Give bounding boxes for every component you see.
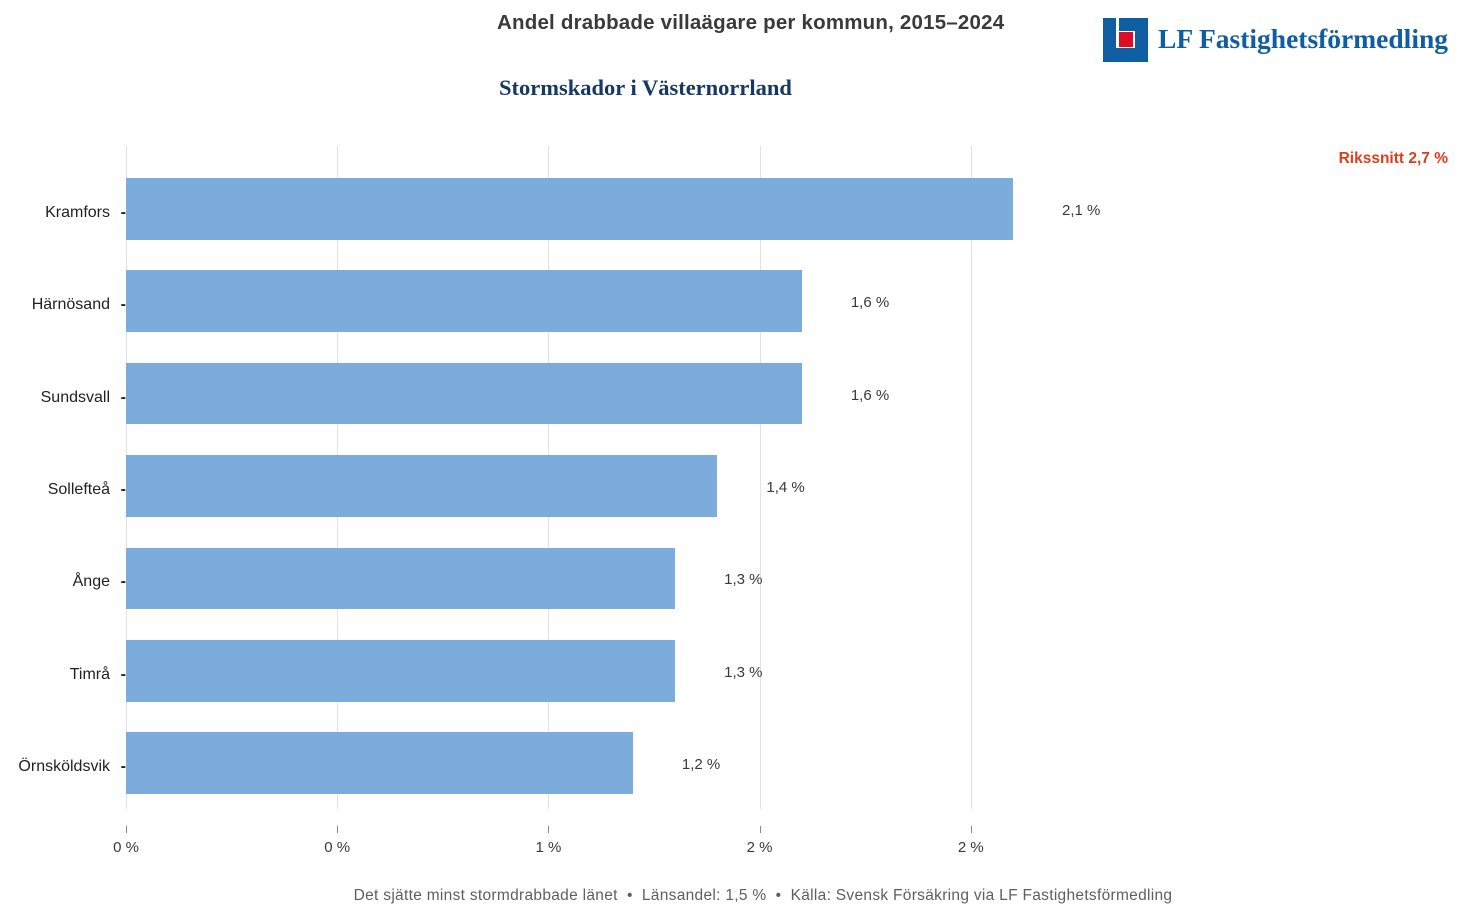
svg-text:LF Fastighetsförmedling: LF Fastighetsförmedling: [1158, 23, 1448, 54]
